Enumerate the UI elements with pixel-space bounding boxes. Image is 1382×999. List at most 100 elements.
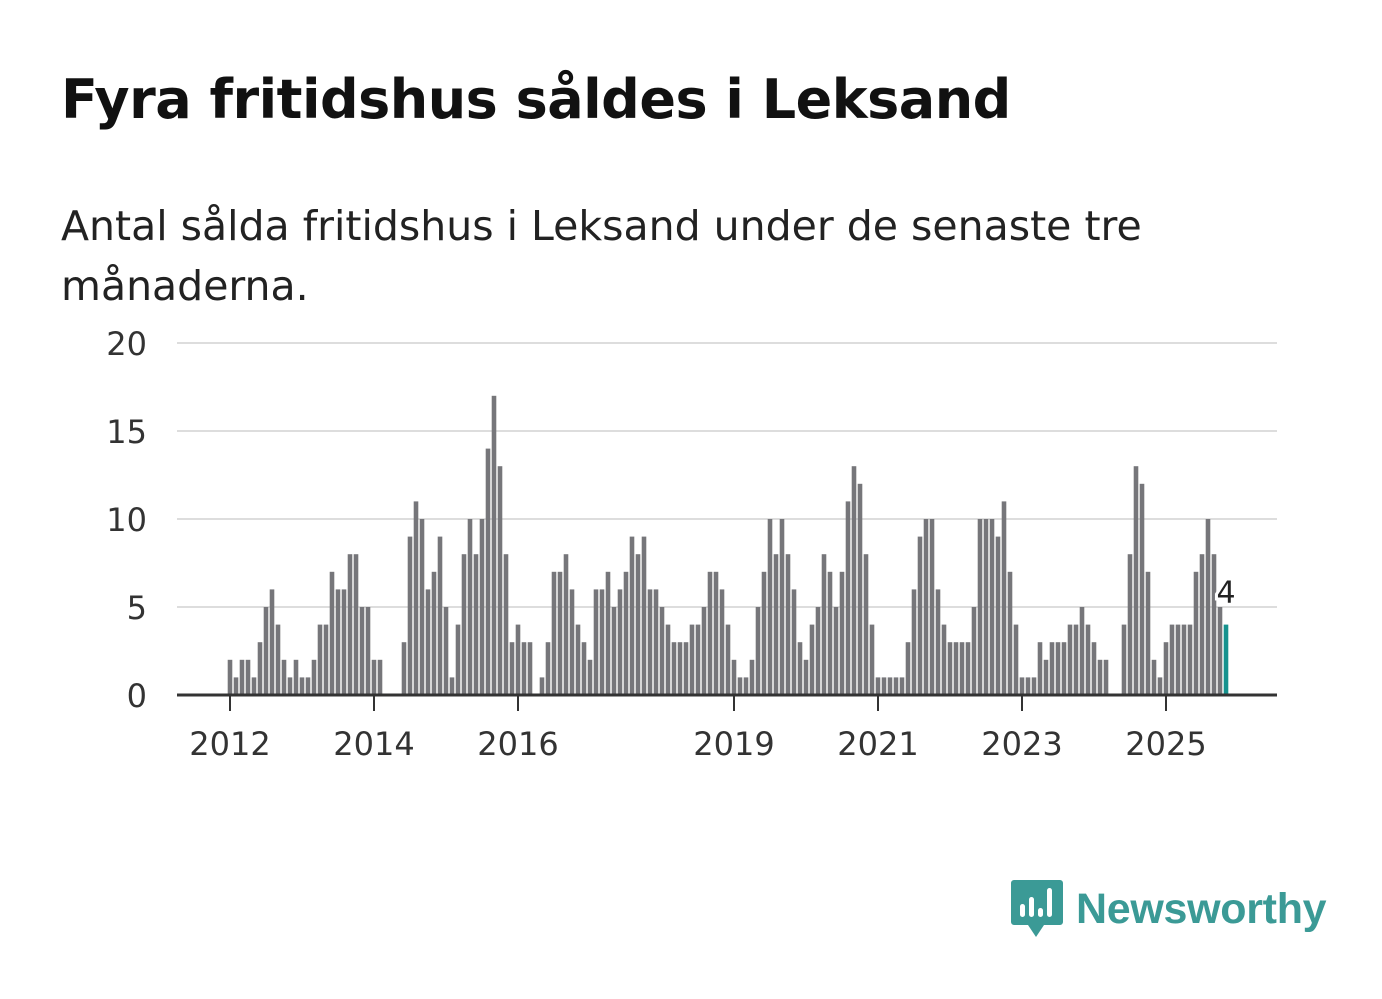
- bar: [305, 677, 311, 695]
- bar: [953, 642, 959, 695]
- chart-subtitle: Antal sålda fritidshus i Leksand under d…: [61, 202, 1142, 310]
- bar: [995, 536, 1001, 695]
- bar: [545, 642, 551, 695]
- bar: [1007, 571, 1013, 695]
- bar: [905, 642, 911, 695]
- bar: [335, 589, 341, 695]
- bar: [1001, 501, 1007, 695]
- bar: [1073, 624, 1079, 695]
- bar: [941, 624, 947, 695]
- bar: [1151, 659, 1157, 695]
- bar: [269, 589, 275, 695]
- bar: [911, 589, 917, 695]
- bar: [1091, 642, 1097, 695]
- bar: [599, 589, 605, 695]
- bar: [659, 607, 665, 695]
- bar: [803, 659, 809, 695]
- bar: [455, 624, 461, 695]
- bar: [1019, 677, 1025, 695]
- bar: [1217, 607, 1223, 695]
- bar: [773, 554, 779, 695]
- bar: [587, 659, 593, 695]
- bar: [557, 571, 563, 695]
- bar: [1145, 571, 1151, 695]
- bar: [647, 589, 653, 695]
- bar: [293, 659, 299, 695]
- bar: [1205, 519, 1211, 695]
- bar: [341, 589, 347, 695]
- y-axis-labels: 0 5 10 15 20: [106, 325, 147, 715]
- bar: [473, 554, 479, 695]
- bar: [353, 554, 359, 695]
- x-tick-label: 2016: [477, 725, 558, 763]
- bar: [365, 607, 371, 695]
- bar: [1175, 624, 1181, 695]
- bar: [317, 624, 323, 695]
- bar: [377, 659, 383, 695]
- bar: [845, 501, 851, 695]
- bar: [515, 624, 521, 695]
- bar: [929, 519, 935, 695]
- bar: [683, 642, 689, 695]
- bar: [1211, 554, 1217, 695]
- bar: [959, 642, 965, 695]
- brand-logo: Newsworthy: [1010, 878, 1327, 940]
- bar: [971, 607, 977, 695]
- bar: [839, 571, 845, 695]
- bar: [1103, 659, 1109, 695]
- bar: [509, 642, 515, 695]
- bar: [575, 624, 581, 695]
- bar: [605, 571, 611, 695]
- bar: [983, 519, 989, 695]
- bar: [893, 677, 899, 695]
- y-tick-label: 10: [106, 501, 147, 539]
- bar: [833, 607, 839, 695]
- bar: [1163, 642, 1169, 695]
- bar: [1061, 642, 1067, 695]
- bar: [899, 677, 905, 695]
- bar: [449, 677, 455, 695]
- bar: [227, 659, 233, 695]
- bar: [689, 624, 695, 695]
- bar: [467, 519, 473, 695]
- bar: [461, 554, 467, 695]
- bar: [917, 536, 923, 695]
- x-tick-label: 2023: [981, 725, 1062, 763]
- bar: [737, 677, 743, 695]
- bar: [1037, 642, 1043, 695]
- bar: [245, 659, 251, 695]
- bar: [581, 642, 587, 695]
- bar: [707, 571, 713, 695]
- value-annotation: 4: [1216, 576, 1235, 611]
- bar: [563, 554, 569, 695]
- bar: [719, 589, 725, 695]
- bar-highlight: [1223, 624, 1229, 695]
- bar: [641, 536, 647, 695]
- bar: [1043, 659, 1049, 695]
- bar: [443, 607, 449, 695]
- bar: [593, 589, 599, 695]
- bar: [731, 659, 737, 695]
- bar: [1127, 554, 1133, 695]
- x-tick-label: 2019: [693, 725, 774, 763]
- bar: [521, 642, 527, 695]
- bar: [797, 642, 803, 695]
- bar: [947, 642, 953, 695]
- bar: [635, 554, 641, 695]
- bar: [437, 536, 443, 695]
- bar: [881, 677, 887, 695]
- x-axis-ticks: 2012 2014 2016 2019 2021 2023 2025: [189, 695, 1207, 763]
- bar: [233, 677, 239, 695]
- bar: [665, 624, 671, 695]
- bar: [743, 677, 749, 695]
- bar: [407, 536, 413, 695]
- bar: [281, 659, 287, 695]
- annotations: 4: [1213, 573, 1238, 614]
- bar: [695, 624, 701, 695]
- bar: [725, 624, 731, 695]
- bar: [629, 536, 635, 695]
- bar: [1157, 677, 1163, 695]
- bar: [329, 571, 335, 695]
- bar: [1169, 624, 1175, 695]
- bar: [569, 589, 575, 695]
